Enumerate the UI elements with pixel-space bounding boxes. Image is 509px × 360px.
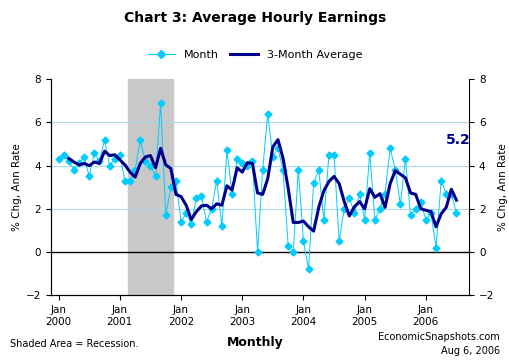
Text: Shaded Area = Recession.: Shaded Area = Recession.: [10, 339, 138, 349]
Text: EconomicSnapshots.com: EconomicSnapshots.com: [377, 332, 499, 342]
Text: Aug 6, 2006: Aug 6, 2006: [440, 346, 499, 356]
Y-axis label: % Chg, Ann Rate: % Chg, Ann Rate: [12, 143, 22, 231]
Text: Monthly: Monthly: [226, 336, 283, 349]
Bar: [127, 79, 173, 295]
Y-axis label: % Chg, Ann Rate: % Chg, Ann Rate: [497, 143, 507, 231]
Text: 5.2: 5.2: [445, 133, 470, 147]
Legend: Month, 3-Month Average: Month, 3-Month Average: [143, 45, 366, 64]
Text: Chart 3: Average Hourly Earnings: Chart 3: Average Hourly Earnings: [124, 11, 385, 25]
